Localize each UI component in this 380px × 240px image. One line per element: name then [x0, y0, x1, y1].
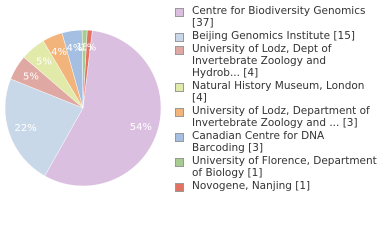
slice-label: 22%	[14, 123, 36, 134]
slice-label: 4%	[66, 43, 82, 54]
legend-swatch	[175, 33, 184, 42]
slice-label: 54%	[130, 122, 152, 133]
legend-label: Beijing Genomics Institute [15]	[192, 30, 355, 42]
legend-label: Canadian Centre for DNA Barcoding [3]	[192, 130, 325, 154]
legend-swatch	[175, 158, 184, 167]
slice-label: 5%	[23, 71, 39, 82]
pie-chart: 54%22%5%5%4% 4%1%1%	[4, 29, 162, 187]
legend-label: University of Lodz, Department of Invert…	[192, 105, 370, 129]
legend-swatch	[175, 83, 184, 92]
legend-item: Novogene, Nanjing [1]	[172, 180, 377, 192]
slice-label: 1%	[80, 42, 96, 53]
legend-label: University of Lodz, Dept of Invertebrate…	[192, 43, 332, 79]
legend: Centre for Biodiversity Genomics [37] Bei…	[172, 5, 377, 193]
legend-label: Novogene, Nanjing [1]	[192, 180, 311, 192]
pie-slice	[82, 29, 93, 109]
pie-slice	[44, 30, 162, 187]
legend-swatch	[175, 183, 184, 192]
legend-swatch	[175, 133, 184, 142]
slice-label: 5%	[36, 56, 52, 67]
slice-label: 1%	[76, 42, 92, 53]
legend-item: Canadian Centre for DNA Barcoding [3]	[172, 130, 377, 154]
legend-label: Centre for Biodiversity Genomics [37]	[192, 5, 366, 29]
slice-label: 4%	[51, 47, 67, 58]
legend-item: Beijing Genomics Institute [15]	[172, 30, 377, 42]
legend-item: Natural History Museum, London [4]	[172, 80, 377, 104]
legend-label: University of Florence, Department of Bi…	[192, 155, 377, 179]
legend-item: Centre for Biodiversity Genomics [37]	[172, 5, 377, 29]
legend-item: University of Florence, Department of Bi…	[172, 155, 377, 179]
legend-swatch	[175, 8, 184, 17]
pie-slice	[4, 78, 84, 177]
legend-item: University of Lodz, Department of Invert…	[172, 105, 377, 129]
legend-item: University of Lodz, Dept of Invertebrate…	[172, 43, 377, 79]
legend-swatch	[175, 108, 184, 117]
legend-label: Natural History Museum, London [4]	[192, 80, 365, 104]
legend-swatch	[175, 46, 184, 55]
